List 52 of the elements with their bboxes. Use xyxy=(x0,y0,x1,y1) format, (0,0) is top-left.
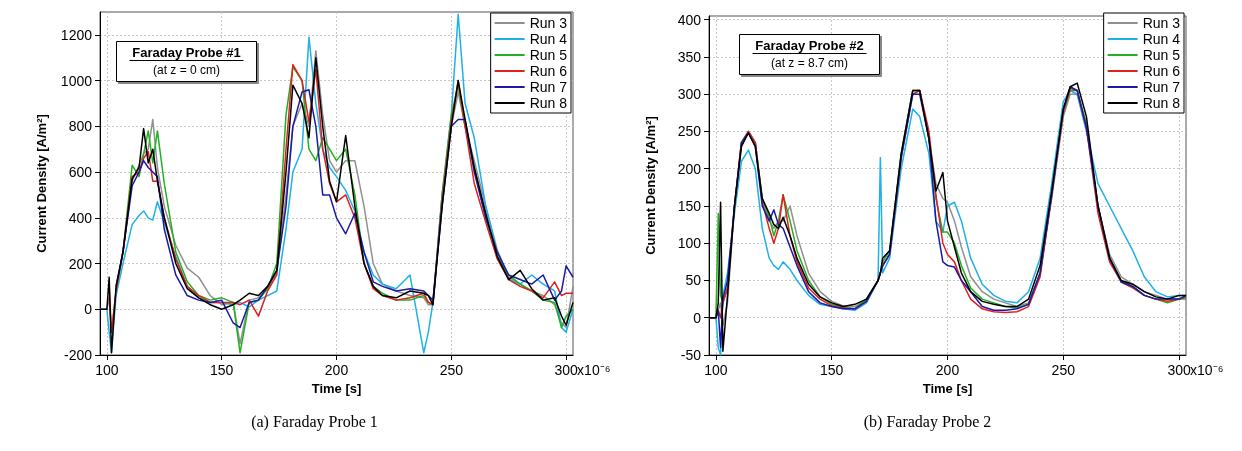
y-axis-title: Current Density [A/m²] xyxy=(34,114,49,253)
y-tick-label: 350 xyxy=(677,48,702,65)
y-tick-label: 0 xyxy=(693,309,702,326)
y-tick-label: 400 xyxy=(68,209,93,226)
legend-label: Run 8 xyxy=(1142,95,1181,111)
x-tick-label: 300 xyxy=(1167,362,1191,378)
legend-label: Run 5 xyxy=(529,47,568,63)
legend-label: Run 3 xyxy=(529,15,568,31)
legend-label: Run 4 xyxy=(1142,31,1181,47)
text: x10⁻⁶ xyxy=(1190,362,1224,378)
x-axis-title: Time [s] xyxy=(311,380,362,396)
text: (a) Faraday Probe 1 xyxy=(251,412,378,431)
x-tick-label: 200 xyxy=(935,362,960,378)
annotation: (at z = 8.7 cm) xyxy=(770,55,849,70)
legend-label: Run 7 xyxy=(529,79,568,95)
annotation: (at z = 0 cm) xyxy=(152,62,221,77)
text: x10⁻⁶ xyxy=(577,362,611,378)
y-tick-label: 600 xyxy=(68,164,93,181)
x-tick-label: 100 xyxy=(704,362,728,378)
text: (b) Faraday Probe 2 xyxy=(863,412,992,431)
x-tick-label: 200 xyxy=(324,362,349,378)
y-tick-label: 250 xyxy=(677,123,702,140)
legend-label: Run 4 xyxy=(529,31,568,47)
x-tick-label: 100 xyxy=(95,362,119,378)
y-tick-label: -200 xyxy=(63,347,93,363)
legend-label: Run 5 xyxy=(1142,47,1181,63)
y-tick-label: 300 xyxy=(677,86,702,103)
y-tick-label: 100 xyxy=(677,235,702,252)
x-axis-title: Time [s] xyxy=(922,380,973,396)
y-axis-title: Current Density [A/m²] xyxy=(643,116,658,255)
y-tick-label: 150 xyxy=(677,197,702,214)
x-tick-label: 250 xyxy=(439,362,464,378)
y-tick-label: 0 xyxy=(84,301,93,318)
legend-label: Run 6 xyxy=(529,63,568,79)
x-tick-label: 150 xyxy=(820,362,844,378)
y-tick-label: 1000 xyxy=(60,72,93,89)
y-tick-label: 50 xyxy=(685,272,702,289)
annotation: Faraday Probe #2 xyxy=(755,37,864,53)
x-tick-label: 250 xyxy=(1051,362,1076,378)
legend-label: Run 6 xyxy=(1142,63,1181,79)
y-tick-label: 800 xyxy=(68,118,93,135)
y-tick-label: 200 xyxy=(68,255,93,272)
y-tick-label: -50 xyxy=(680,347,702,363)
legend-label: Run 7 xyxy=(1142,79,1181,95)
y-tick-label: 1200 xyxy=(60,26,93,43)
legend-label: Run 3 xyxy=(1142,15,1181,31)
legend-label: Run 8 xyxy=(529,95,568,111)
annotation: Faraday Probe #1 xyxy=(132,44,241,60)
y-tick-label: 200 xyxy=(677,160,702,177)
y-tick-label: 400 xyxy=(677,11,702,28)
x-tick-label: 300 xyxy=(554,362,578,378)
x-tick-label: 150 xyxy=(210,362,234,378)
